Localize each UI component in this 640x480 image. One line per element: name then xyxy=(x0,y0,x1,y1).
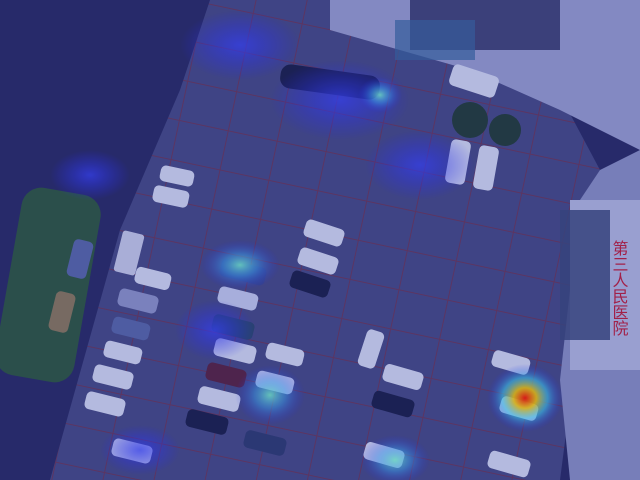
car xyxy=(205,362,247,388)
heat-blob xyxy=(180,10,300,80)
car xyxy=(265,342,305,367)
car xyxy=(197,386,241,412)
car xyxy=(117,288,159,314)
car xyxy=(185,409,229,435)
tree xyxy=(452,102,488,138)
car xyxy=(92,364,134,390)
car xyxy=(111,316,151,341)
heat-blob xyxy=(100,425,180,475)
car xyxy=(289,270,331,298)
glass-canopy xyxy=(560,210,610,340)
heat-blob xyxy=(365,130,475,200)
van xyxy=(473,145,499,191)
car xyxy=(371,390,415,418)
car xyxy=(159,165,195,187)
car xyxy=(103,340,143,365)
car xyxy=(66,239,94,279)
heat-blob xyxy=(175,300,255,360)
heat-blob xyxy=(487,364,563,432)
car xyxy=(243,430,287,456)
car xyxy=(152,185,190,208)
truck xyxy=(113,230,145,276)
car xyxy=(84,391,126,417)
car xyxy=(48,291,76,333)
tree xyxy=(489,114,521,146)
heat-blob xyxy=(200,240,280,290)
car xyxy=(303,219,345,247)
heat-blob xyxy=(235,365,305,425)
heat-blob xyxy=(358,77,402,113)
heatmap-overlay xyxy=(50,10,563,480)
hedge-row xyxy=(0,187,101,383)
car xyxy=(357,329,385,369)
hospital-sign: 第三人民医院 xyxy=(610,240,629,337)
heat-blob xyxy=(50,150,130,200)
car xyxy=(487,450,531,478)
van xyxy=(449,64,499,98)
car xyxy=(382,364,424,390)
building-glass xyxy=(395,20,475,60)
heat-blob xyxy=(360,435,430,480)
car xyxy=(297,247,339,275)
car xyxy=(134,266,172,291)
